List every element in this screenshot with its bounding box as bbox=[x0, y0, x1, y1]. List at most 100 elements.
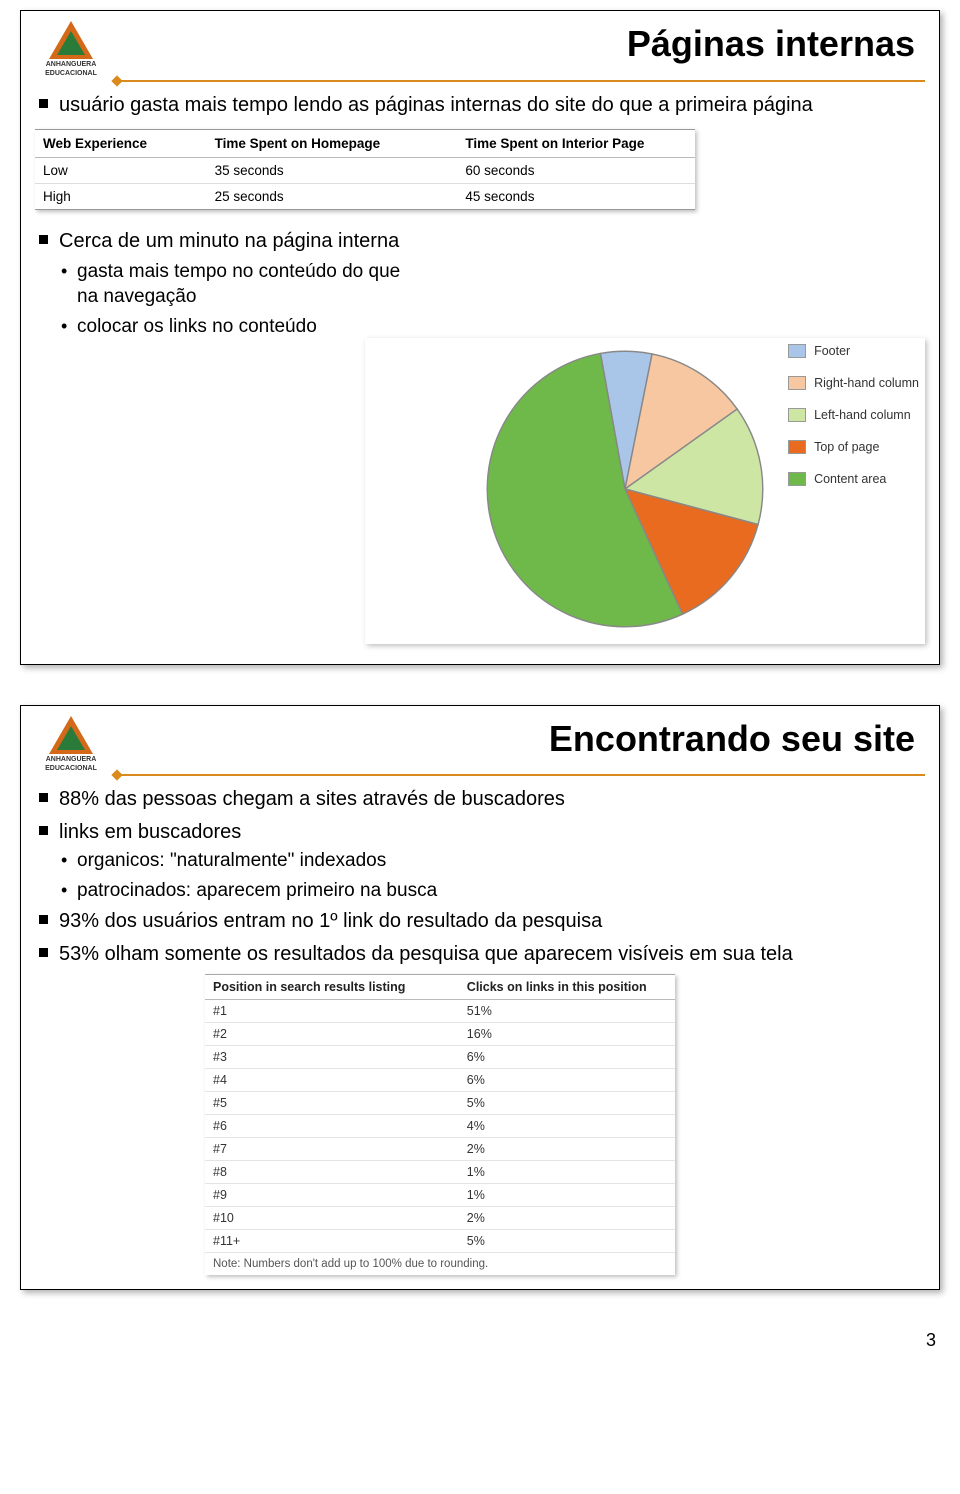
sub-bullet-item: gasta mais tempo no conteúdo do que na n… bbox=[77, 259, 417, 310]
table-cell: 5% bbox=[459, 1229, 675, 1252]
table-cell: 35 seconds bbox=[207, 157, 458, 183]
legend-label: Content area bbox=[814, 472, 886, 486]
table-cell: 16% bbox=[459, 1022, 675, 1045]
sub-bullet-item: colocar os links no conteúdo bbox=[77, 314, 925, 340]
table-cell: 1% bbox=[459, 1160, 675, 1183]
legend-swatch bbox=[788, 408, 806, 422]
table-cell: #2 bbox=[205, 1022, 459, 1045]
bullet-list-after: 93% dos usuários entram no 1º link do re… bbox=[35, 908, 925, 968]
logo-text-1: ANHANGUERA bbox=[35, 61, 107, 68]
slide-paginas-internas: ANHANGUERA EDUCACIONAL Páginas internas … bbox=[20, 10, 940, 665]
bullet-list-1: 88% das pessoas chegam a sites através d… bbox=[35, 786, 925, 846]
bullet-list-1: usuário gasta mais tempo lendo as página… bbox=[35, 92, 925, 119]
legend-item: Footer bbox=[788, 344, 919, 358]
table-cell: 5% bbox=[459, 1091, 675, 1114]
slide-header: ANHANGUERA EDUCACIONAL Encontrando seu s… bbox=[35, 716, 925, 773]
table-header: Clicks on links in this position bbox=[459, 975, 675, 1000]
table-row: High25 seconds45 seconds bbox=[35, 183, 695, 209]
bullet-item: 93% dos usuários entram no 1º link do re… bbox=[59, 908, 925, 935]
table-cell: 2% bbox=[459, 1206, 675, 1229]
table-cell: #4 bbox=[205, 1068, 459, 1091]
sub-bullet-item: organicos: "naturalmente" indexados bbox=[77, 848, 925, 874]
table-cell: 6% bbox=[459, 1045, 675, 1068]
table-cell: 60 seconds bbox=[457, 157, 695, 183]
table-row: #64% bbox=[205, 1114, 675, 1137]
table-cell: 1% bbox=[459, 1183, 675, 1206]
table-cell: Low bbox=[35, 157, 207, 183]
table-cell: #6 bbox=[205, 1114, 459, 1137]
logo-text-2: EDUCACIONAL bbox=[35, 70, 107, 77]
table-cell: 51% bbox=[459, 999, 675, 1022]
table-row: #72% bbox=[205, 1137, 675, 1160]
logo-text-1: ANHANGUERA bbox=[35, 756, 107, 763]
logo-icon bbox=[49, 21, 93, 59]
table-row: #151% bbox=[205, 999, 675, 1022]
table-cell: 6% bbox=[459, 1068, 675, 1091]
table-row: Low35 seconds60 seconds bbox=[35, 157, 695, 183]
legend-swatch bbox=[788, 376, 806, 390]
table-cell: #7 bbox=[205, 1137, 459, 1160]
legend-swatch bbox=[788, 440, 806, 454]
bullet-item: 53% olham somente os resultados da pesqu… bbox=[59, 941, 925, 968]
divider bbox=[119, 80, 925, 82]
table-cell: #11+ bbox=[205, 1229, 459, 1252]
legend-swatch bbox=[788, 344, 806, 358]
table-cell: #5 bbox=[205, 1091, 459, 1114]
slide-title: Encontrando seu site bbox=[107, 718, 915, 760]
search-results-table: Position in search results listingClicks… bbox=[205, 974, 675, 1275]
bullet-list-2: Cerca de um minuto na página interna bbox=[35, 228, 925, 255]
table-cell: #1 bbox=[205, 999, 459, 1022]
pie-chart-container: Footer Right-hand column Left-hand column T… bbox=[365, 338, 925, 644]
table-row: #46% bbox=[205, 1068, 675, 1091]
table-row: #91% bbox=[205, 1183, 675, 1206]
logo-text-2: EDUCACIONAL bbox=[35, 765, 107, 772]
table-header: Web Experience bbox=[35, 130, 207, 158]
table-cell: 25 seconds bbox=[207, 183, 458, 209]
slide-title: Páginas internas bbox=[107, 23, 915, 65]
legend-item: Left-hand column bbox=[788, 408, 919, 422]
logo: ANHANGUERA EDUCACIONAL bbox=[35, 21, 107, 78]
table-cell: 4% bbox=[459, 1114, 675, 1137]
table-note: Note: Numbers don't add up to 100% due t… bbox=[205, 1253, 675, 1275]
slide-encontrando-seu-site: ANHANGUERA EDUCACIONAL Encontrando seu s… bbox=[20, 705, 940, 1290]
table-cell: #10 bbox=[205, 1206, 459, 1229]
pie-chart bbox=[480, 344, 770, 634]
legend-swatch bbox=[788, 472, 806, 486]
table-header: Time Spent on Homepage bbox=[207, 130, 458, 158]
legend-label: Top of page bbox=[814, 440, 879, 454]
sub-bullet-list: organicos: "naturalmente" indexados patr… bbox=[35, 848, 925, 903]
time-spent-table: Web ExperienceTime Spent on HomepageTime… bbox=[35, 129, 695, 210]
sub-bullet-item: patrocinados: aparecem primeiro na busca bbox=[77, 878, 925, 904]
table-row: #216% bbox=[205, 1022, 675, 1045]
table-cell: 45 seconds bbox=[457, 183, 695, 209]
logo-icon bbox=[49, 716, 93, 754]
table-header: Position in search results listing bbox=[205, 975, 459, 1000]
legend-item: Top of page bbox=[788, 440, 919, 454]
table-cell: High bbox=[35, 183, 207, 209]
bullet-item: usuário gasta mais tempo lendo as página… bbox=[59, 92, 925, 119]
table-row: #81% bbox=[205, 1160, 675, 1183]
bullet-item: 88% das pessoas chegam a sites através d… bbox=[59, 786, 925, 813]
legend-item: Right-hand column bbox=[788, 376, 919, 390]
table-cell: #9 bbox=[205, 1183, 459, 1206]
legend-label: Right-hand column bbox=[814, 376, 919, 390]
table-row: #102% bbox=[205, 1206, 675, 1229]
divider bbox=[119, 774, 925, 776]
logo: ANHANGUERA EDUCACIONAL bbox=[35, 716, 107, 773]
legend-label: Left-hand column bbox=[814, 408, 911, 422]
bullet-item: Cerca de um minuto na página interna bbox=[59, 228, 925, 255]
bullet-item: links em buscadores bbox=[59, 819, 925, 846]
table-row: #11+5% bbox=[205, 1229, 675, 1252]
pie-legend: Footer Right-hand column Left-hand column T… bbox=[788, 344, 919, 504]
table-cell: #3 bbox=[205, 1045, 459, 1068]
page-number: 3 bbox=[20, 1330, 940, 1351]
table-header: Time Spent on Interior Page bbox=[457, 130, 695, 158]
slide-header: ANHANGUERA EDUCACIONAL Páginas internas bbox=[35, 21, 925, 78]
legend-item: Content area bbox=[788, 472, 919, 486]
table-row: #36% bbox=[205, 1045, 675, 1068]
table-row: #55% bbox=[205, 1091, 675, 1114]
table-cell: 2% bbox=[459, 1137, 675, 1160]
legend-label: Footer bbox=[814, 344, 850, 358]
sub-bullet-list: gasta mais tempo no conteúdo do que na n… bbox=[35, 259, 925, 340]
table-cell: #8 bbox=[205, 1160, 459, 1183]
